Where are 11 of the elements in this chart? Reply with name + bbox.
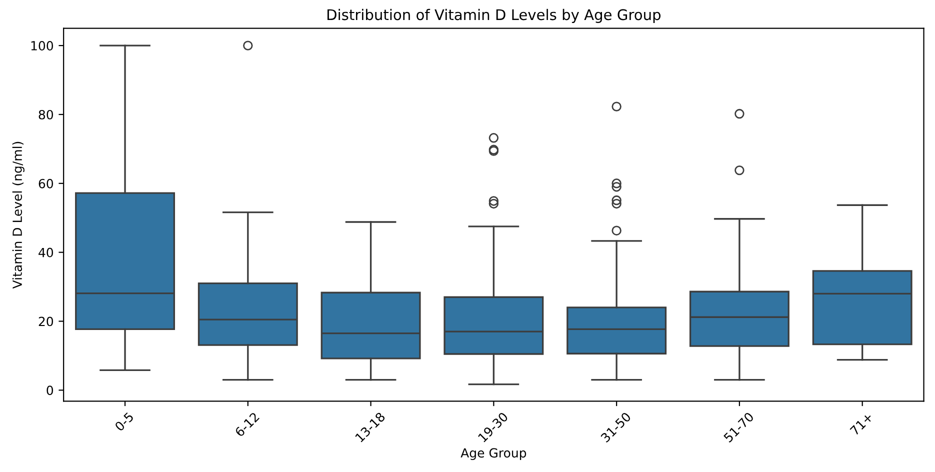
y-tick-label: 0: [46, 386, 54, 396]
y-tick-label: 20: [38, 316, 54, 326]
y-tick-label: 80: [38, 110, 54, 120]
y-tick-label: 60: [38, 178, 54, 188]
y-axis-title: Vitamin D Level (ng/ml): [12, 142, 24, 289]
y-tick-label: 100: [31, 41, 54, 50]
x-tick-label: 0-5: [114, 412, 134, 432]
chart-title: Distribution of Vitamin D Levels by Age Group: [327, 8, 661, 24]
x-axis-title: Age Group: [460, 448, 526, 460]
x-tick-label: 71+: [850, 412, 874, 436]
y-tick-label: 40: [38, 248, 54, 258]
